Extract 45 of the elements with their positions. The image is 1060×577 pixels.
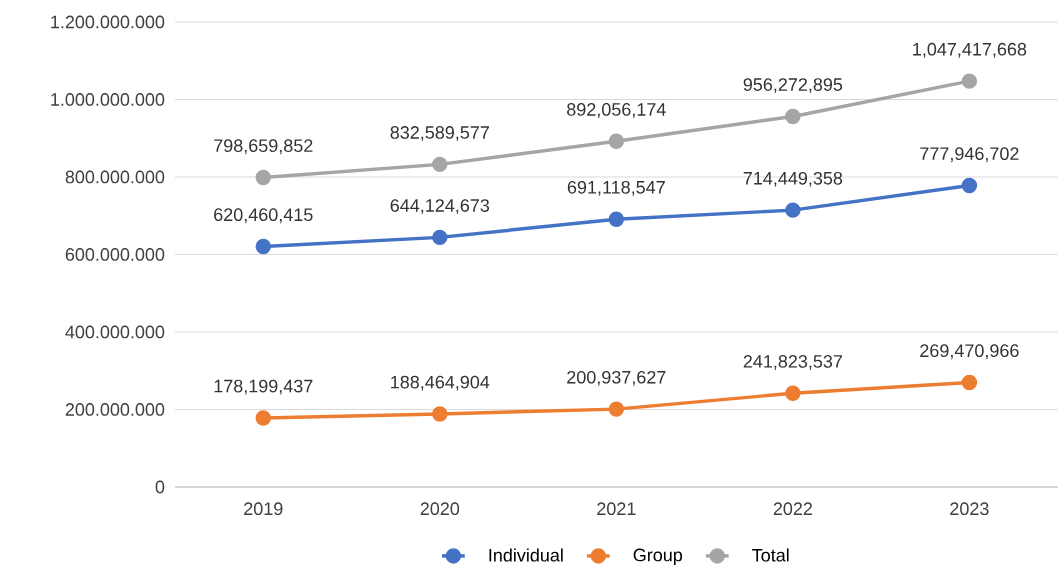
point — [785, 385, 801, 402]
point — [785, 108, 801, 125]
data-label: 798,659,852 — [214, 139, 313, 155]
data-label: 832,589,577 — [390, 126, 489, 141]
data-label: 200,937,627 — [567, 370, 666, 386]
point — [255, 238, 272, 255]
data-label: 188,464,904 — [391, 375, 490, 391]
x-tick-label: 2022 — [773, 502, 812, 516]
point — [432, 406, 448, 422]
data-label: 241,823,537 — [743, 355, 843, 370]
data-label: 691,118,547 — [567, 180, 665, 196]
data-label: 777,946,702 — [920, 147, 1019, 163]
point — [255, 169, 272, 186]
point — [432, 156, 448, 173]
point — [961, 73, 978, 89]
data-label: 714,449,358 — [743, 171, 843, 187]
x-tick-label: 2023 — [950, 502, 989, 516]
y-tick-label: 1.200.000.000 — [51, 15, 165, 29]
y-tick-label: 400.000.000 — [65, 325, 165, 339]
x-tick-label: 2021 — [597, 502, 636, 516]
legend-label: Total — [752, 548, 789, 562]
y-tick-label: 200.000.000 — [65, 403, 165, 416]
point — [961, 177, 978, 194]
point — [608, 401, 625, 417]
x-tick-label: 2019 — [244, 502, 283, 516]
point — [785, 202, 801, 218]
y-tick-label: 0 — [155, 480, 165, 494]
y-tick-label: 600.000.000 — [65, 248, 165, 261]
y-tick-label: 800.000.000 — [65, 170, 165, 184]
data-label: 269,470,966 — [920, 344, 1019, 360]
data-label: 892,056,174 — [567, 103, 666, 118]
data-label: 178,199,437 — [214, 379, 313, 395]
data-label: 620,460,415 — [214, 208, 313, 224]
point — [608, 133, 625, 150]
point — [255, 410, 272, 426]
point — [961, 374, 978, 391]
y-tick-label: 1.000.000.000 — [51, 93, 165, 106]
point — [432, 229, 448, 246]
point — [608, 211, 625, 227]
data-label: 956,272,895 — [743, 78, 843, 94]
legend-label: Individual — [489, 548, 563, 562]
legend-label: Group — [633, 548, 683, 565]
data-label: 644,124,673 — [390, 199, 490, 215]
data-label: 1,047,417,668 — [913, 42, 1027, 58]
x-tick-label: 2020 — [420, 502, 460, 516]
